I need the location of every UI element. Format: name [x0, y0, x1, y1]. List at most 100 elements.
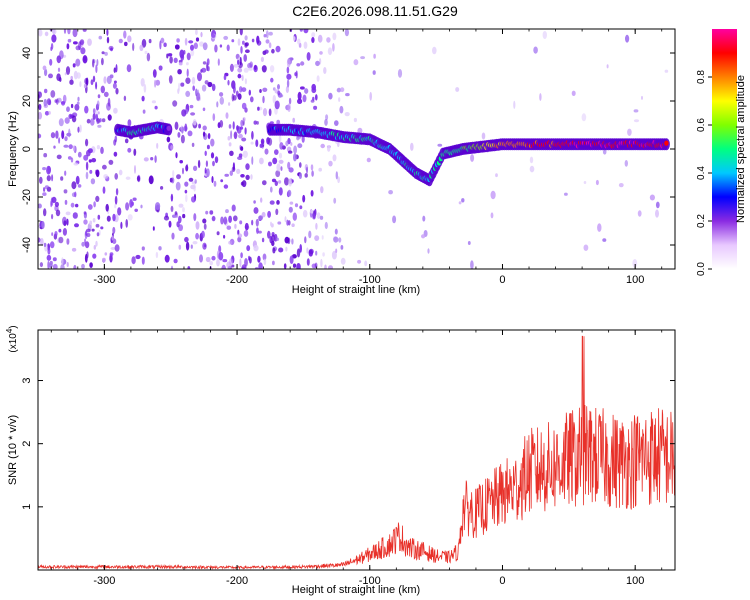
spectrogram-cell — [310, 164, 314, 171]
spectrogram-cell — [64, 117, 70, 124]
spectrogram-cell — [144, 50, 148, 55]
spectrogram-cell — [336, 87, 342, 93]
spectrogram-cell — [142, 109, 146, 114]
spectrogram-cell — [87, 148, 93, 154]
spectrogram-cell — [226, 44, 230, 52]
spectrogram-cell — [231, 39, 235, 43]
spectrogram-cell — [235, 90, 239, 97]
spectrogram-cell — [93, 201, 96, 208]
spectrogram-cell — [292, 117, 296, 123]
spectrogram-cell — [207, 66, 210, 72]
spectrogram-cell — [127, 147, 132, 153]
spectrogram-cell — [199, 41, 204, 47]
spectrogram-cell — [43, 153, 48, 158]
spectrogram-cell — [624, 160, 628, 167]
spectrogram-cell — [213, 180, 217, 187]
spectrogram-cell — [125, 176, 131, 180]
spectrogram-cell — [529, 165, 535, 173]
spectrogram-cell — [187, 266, 191, 269]
spectrogram-cell — [86, 233, 91, 237]
spectrogram-cell — [250, 174, 253, 180]
spectrogram-cell — [178, 215, 182, 224]
spectrogram-cell — [258, 230, 262, 234]
spectrogram-cell — [300, 61, 305, 66]
spectrogram-cell — [304, 236, 307, 244]
spectrogram-cell — [266, 137, 270, 145]
spectrogram-cell — [196, 89, 200, 98]
spectrogram-cell — [120, 221, 123, 229]
spectrogram-cell — [171, 177, 175, 184]
spectrogram-cell — [320, 186, 324, 194]
spectrogram-cell — [240, 174, 245, 178]
spectrogram-cell — [227, 79, 230, 86]
spectrogram-cell — [91, 158, 97, 163]
spectrogram-cell — [102, 164, 107, 170]
spectrogram-cell — [77, 184, 82, 188]
spectrogram-cell — [81, 263, 85, 269]
snr-y-tick-label: 1 — [21, 504, 33, 510]
spectrogram-cell — [175, 181, 181, 191]
colorbar-tick-label: 0.4 — [696, 166, 707, 180]
spectrogram-cell — [259, 143, 263, 148]
spectrogram-cell — [211, 255, 216, 261]
spectrogram-cell — [481, 132, 486, 140]
snr-scale-label: (x104) — [5, 325, 19, 352]
spectrogram-cell — [344, 29, 349, 37]
spectrogram-cell — [231, 166, 236, 172]
spectrogram-cell — [92, 75, 96, 83]
spectrogram-cell — [263, 258, 267, 265]
spectrogram-cell — [43, 187, 46, 192]
spectrogram-cell — [618, 183, 624, 188]
spectrogram-cell — [328, 265, 333, 269]
spectrogram-cell — [340, 245, 344, 250]
spectrogram-x-label: Height of straight line (km) — [292, 284, 420, 296]
spectrogram-cell — [326, 37, 331, 43]
spectrogram-cell — [291, 223, 295, 227]
spectrogram-cell — [71, 115, 77, 123]
spectrogram-cell — [340, 87, 345, 93]
spectrogram-cell — [241, 87, 247, 92]
spectrogram-cell — [198, 123, 202, 129]
spectrogram-y-label: Frequency (Hz) — [7, 111, 19, 187]
spectrogram-cell — [301, 135, 305, 143]
spectrogram-cell — [279, 142, 284, 150]
spectrogram-cell — [315, 222, 318, 230]
spectrogram-cell — [602, 238, 607, 242]
spectrogram-cell — [286, 58, 291, 68]
spectrogram-cell — [241, 74, 244, 81]
spectrogram-y-ticks: -40 -20 0 20 40 — [21, 28, 675, 270]
spectrogram-cell — [260, 138, 265, 145]
spectrogram-cell — [154, 105, 158, 110]
snr-x-tick-label: 0 — [499, 575, 505, 587]
spectrogram-cell — [179, 160, 183, 164]
spectrogram-cell — [583, 244, 589, 251]
spectrogram-cell — [139, 44, 144, 51]
spectrogram-cell — [248, 89, 251, 96]
spectrogram-cell — [271, 48, 275, 54]
spectrogram-cell — [211, 83, 216, 92]
spectrogram-cell — [470, 260, 474, 269]
spectrogram-cell — [96, 145, 100, 150]
spectrogram-cell — [160, 37, 165, 44]
spectrogram-cell — [112, 82, 117, 89]
spectrogram-cell — [140, 204, 143, 209]
spectrogram-cell — [85, 138, 89, 147]
spectrogram-cell — [42, 167, 47, 171]
spectrogram-cell — [74, 223, 79, 228]
spectrogram-cell — [337, 141, 340, 148]
spectrogram-cell — [277, 221, 282, 225]
spectrogram-cell — [108, 159, 114, 165]
spectrogram-cell — [339, 105, 344, 114]
spectrogram-cell — [180, 82, 185, 87]
spectrogram-cell — [43, 208, 47, 217]
spectrogram-cell — [306, 258, 310, 266]
spectrogram-cell — [340, 257, 346, 265]
spectrogram-cell — [178, 244, 182, 250]
spectrogram-cell — [249, 61, 253, 69]
spectrogram-cell — [205, 210, 209, 215]
spectrogram-cell — [71, 247, 77, 252]
spectrogram-cell — [97, 94, 101, 99]
spectrogram-cell — [44, 111, 50, 116]
spectrogram-cell — [74, 103, 80, 111]
spectrogram-cell — [655, 201, 660, 209]
